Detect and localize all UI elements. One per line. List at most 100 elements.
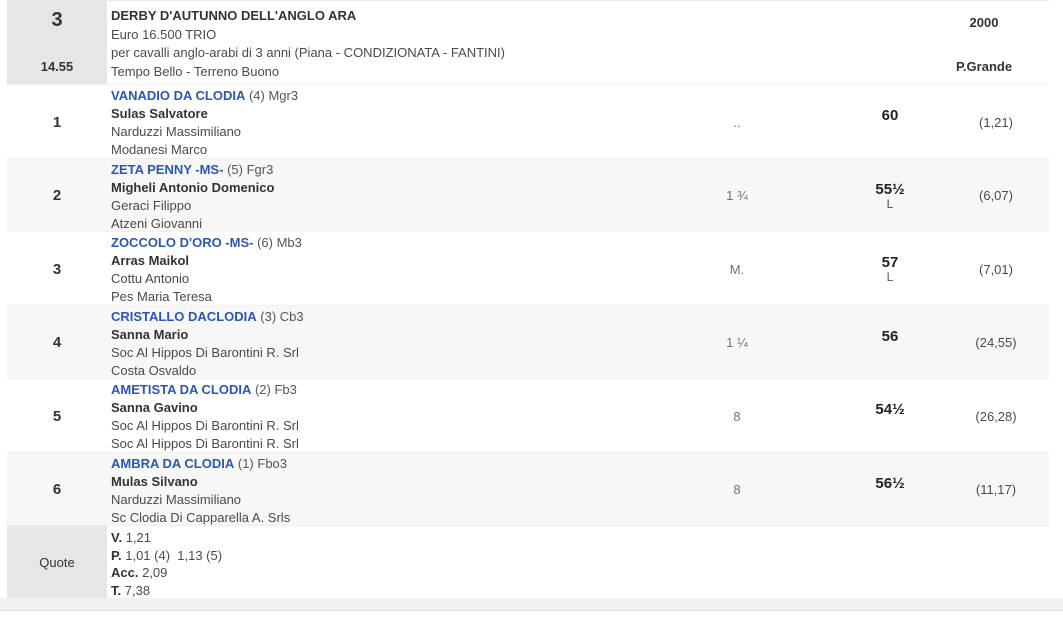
weight-value: 55½: [875, 180, 905, 198]
owner-name: Costa Osvaldo: [111, 362, 197, 378]
horse-link[interactable]: ZETA PENNY -MS-: [111, 161, 224, 177]
jockey-name: Migheli Antonio Domenico: [111, 179, 275, 195]
horse-info: (3) Cb3: [260, 308, 304, 324]
horse-link[interactable]: VANADIO DA CLODIA: [111, 88, 246, 103]
result-row: 4 CRISTALLO DACLODIA (3) Cb3 Sanna Mario…: [7, 304, 1049, 380]
weight-value: 56½: [875, 474, 905, 492]
weight-cell: 56½: [837, 453, 943, 527]
quote-place-value: 1,01 (4) 1,13 (5): [125, 547, 223, 563]
trainer-name: Narduzzi Massimiliano: [111, 124, 242, 139]
runner-details: AMETISTA DA CLODIA (2) Fb3 Sanna Gavino …: [107, 379, 637, 453]
quote-values: V. 1,21 P. 1,01 (4) 1,13 (5) Acc. 2,09 T…: [107, 526, 1049, 599]
margin-value: 8: [733, 408, 741, 424]
trainer-name: Cottu Antonio: [111, 271, 190, 286]
weight-flag: L: [886, 270, 894, 284]
weight-value: 54½: [875, 401, 905, 418]
quote-trio-label: T.: [111, 582, 122, 598]
owner-name: Atzeni Giovanni: [111, 215, 203, 231]
owner-name: Modanesi Marco: [111, 142, 208, 157]
odds-value: (24,55): [975, 335, 1017, 350]
margin-value: M.: [729, 261, 745, 277]
quote-win-label: V.: [111, 530, 123, 545]
margin-value: ..: [733, 114, 741, 130]
quote-acc-label: Acc.: [111, 565, 139, 580]
margin-value: 1 ¾: [726, 188, 748, 203]
owner-name: Pes Maria Teresa: [111, 289, 212, 304]
weight-cell: 56: [837, 306, 943, 380]
horse-link[interactable]: ZOCCOLO D'ORO -MS-: [111, 235, 254, 250]
horse-link[interactable]: AMBRA DA CLODIA: [111, 455, 235, 471]
runner-details: VANADIO DA CLODIA (4) Mgr3 Sulas Salvato…: [107, 85, 637, 159]
jockey-name: Sanna Gavino: [111, 400, 198, 415]
odds-value: (11,17): [975, 482, 1017, 497]
race-track: P.Grande: [955, 59, 1013, 74]
result-row: 3 ZOCCOLO D'ORO -MS- (6) Mb3 Arras Maiko…: [7, 231, 1049, 305]
weight-cell: 54½: [837, 379, 943, 453]
page-background-gap: [0, 598, 1063, 610]
quote-label: Quote: [7, 526, 107, 599]
horse-link[interactable]: AMETISTA DA CLODIA: [111, 382, 252, 397]
race-time: 14.55: [40, 59, 74, 74]
quote-line-trio: T. 7,38: [111, 582, 1049, 600]
horse-info: (4) Mgr3: [248, 88, 299, 103]
weight-cell: 57 L: [837, 232, 943, 306]
horse-info: (5) Fgr3: [227, 161, 274, 177]
finish-position: 2: [52, 187, 62, 204]
finish-position: 6: [52, 481, 62, 498]
odds-value: (7,01): [979, 261, 1013, 277]
result-row: 1 VANADIO DA CLODIA (4) Mgr3 Sulas Salva…: [7, 84, 1049, 158]
finish-position: 3: [52, 260, 62, 278]
quote-win-value: 1,21: [125, 530, 152, 545]
jockey-name: Mulas Silvano: [111, 473, 198, 489]
horse-info: (1) Fbo3: [237, 455, 288, 471]
race-prize: Euro 16.500 TRIO: [111, 26, 217, 42]
weight-value: 60: [881, 107, 899, 124]
owner-name: Sc Clodia Di Capparella A. Srls: [111, 509, 291, 525]
odds-value: (26,28): [975, 408, 1017, 424]
quote-line-acc: Acc. 2,09: [111, 564, 1049, 582]
race-card: 3 14.55 DERBY D'AUTUNNO DELL'ANGLO ARA E…: [7, 0, 1049, 599]
finish-position: 5: [52, 407, 62, 425]
jockey-name: Sulas Salvatore: [111, 106, 208, 121]
horse-info: (2) Fb3: [254, 382, 297, 397]
quote-trio-value: 7,38: [124, 582, 151, 598]
runner-details: AMBRA DA CLODIA (1) Fbo3 Mulas Silvano N…: [107, 453, 637, 527]
result-row: 6 AMBRA DA CLODIA (1) Fbo3 Mulas Silvano…: [7, 451, 1049, 527]
runner-details: ZETA PENNY -MS- (5) Fgr3 Migheli Antonio…: [107, 159, 637, 233]
margin-value: 1 ¼: [726, 335, 748, 350]
odds-value: (6,07): [979, 188, 1013, 203]
race-title: DERBY D'AUTUNNO DELL'ANGLO ARA: [111, 8, 357, 23]
jockey-name: Arras Maikol: [111, 253, 190, 268]
weight-value: 56: [881, 327, 899, 345]
weight-value: 57: [881, 254, 899, 271]
race-conditions: per cavalli anglo-arabi di 3 anni (Piana…: [111, 45, 505, 60]
trainer-name: Geraci Filippo: [111, 197, 192, 213]
weight-cell: 60: [837, 85, 943, 159]
runner-details: CRISTALLO DACLODIA (3) Cb3 Sanna Mario S…: [107, 306, 637, 380]
runner-details: ZOCCOLO D'ORO -MS- (6) Mb3 Arras Maikol …: [107, 232, 637, 306]
race-going: Tempo Bello - Terreno Buono: [111, 63, 280, 79]
next-section-edge: [0, 610, 1063, 622]
horse-info: (6) Mb3: [257, 235, 302, 250]
finish-position: 4: [52, 334, 62, 351]
race-header: 3 14.55 DERBY D'AUTUNNO DELL'ANGLO ARA E…: [7, 1, 1049, 84]
quote-line-place: P. 1,01 (4) 1,13 (5): [111, 547, 1049, 565]
quote-row: Quote V. 1,21 P. 1,01 (4) 1,13 (5) Acc. …: [7, 525, 1049, 599]
jockey-name: Sanna Mario: [111, 326, 189, 342]
trainer-name: Soc Al Hippos Di Barontini R. Srl: [111, 418, 299, 433]
quote-acc-value: 2,09: [142, 565, 168, 580]
weight-flag: L: [886, 196, 894, 211]
race-distance: 2000: [969, 15, 999, 30]
race-distance-track: 2000 P.Grande: [919, 1, 1049, 84]
race-info: DERBY D'AUTUNNO DELL'ANGLO ARA Euro 16.5…: [107, 1, 919, 84]
result-row: 2 ZETA PENNY -MS- (5) Fgr3 Migheli Anton…: [7, 157, 1049, 233]
result-row: 5 AMETISTA DA CLODIA (2) Fb3 Sanna Gavin…: [7, 378, 1049, 452]
race-number-box: 3 14.55: [7, 1, 107, 84]
trainer-name: Soc Al Hippos Di Barontini R. Srl: [111, 344, 299, 360]
odds-value: (1,21): [979, 114, 1013, 130]
trainer-name: Narduzzi Massimiliano: [111, 491, 242, 507]
horse-link[interactable]: CRISTALLO DACLODIA: [111, 308, 257, 324]
quote-line-win: V. 1,21: [111, 529, 1049, 547]
owner-name: Soc Al Hippos Di Barontini R. Srl: [111, 436, 299, 451]
weight-cell: 55½ L: [837, 159, 943, 233]
